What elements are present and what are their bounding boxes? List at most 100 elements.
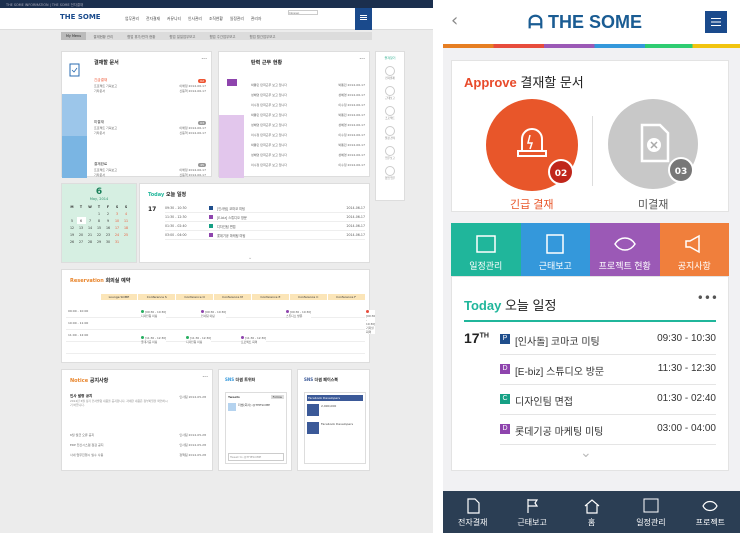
urgent-approval-button[interactable]: 02 xyxy=(486,99,578,191)
tab-item[interactable]: My Menu xyxy=(61,32,87,40)
list-item[interactable]: 기타문서 신동혁 2014-06-17 xyxy=(94,130,206,135)
calendar-day-cell[interactable]: 13 xyxy=(78,225,84,230)
nav-item[interactable]: 업무관리 xyxy=(125,16,139,21)
list-item[interactable]: 이수정 탄력근무 보고 입니다 이수정 2014-06-17 xyxy=(251,160,365,170)
more-icon[interactable]: ••• xyxy=(696,291,718,305)
calendar-day-cell[interactable]: 5 xyxy=(70,218,74,223)
twitter-widget[interactable]: Tweets Follow 더썸(회사) @THESOME Tweet to @T… xyxy=(225,392,287,464)
calendar-day-cell[interactable]: 21 xyxy=(87,232,93,237)
pending-approval-button[interactable]: 03 xyxy=(608,99,698,189)
tweet-input[interactable]: Tweet to @THESOME xyxy=(228,453,284,461)
list-item[interactable]: 이수정 탄력근무 보고 입니다 이수정 2014-06-17 xyxy=(251,100,365,110)
schedule-row[interactable]: D [E-biz] 스튜디오 방문 11:30 - 12:30 xyxy=(500,355,716,385)
nav-item[interactable]: 커뮤니티 xyxy=(166,16,181,21)
calendar-day-cell[interactable]: 7 xyxy=(88,218,92,223)
calendar-day-cell[interactable]: 12 xyxy=(69,225,75,230)
list-item[interactable]: 박통민 탄력근무 보고 입니다 박통민 2014-06-17 xyxy=(251,110,365,120)
approval-group[interactable]: 미결재 03 프로젝트 기획보고 이해정 2014-06-17 기타문서 신동혁 2014… xyxy=(94,120,206,162)
calendar-day-cell[interactable]: 11 xyxy=(123,218,129,223)
reservation-event[interactable]: [11:30 - 12:30] 디자인팀 미팅 xyxy=(186,336,212,344)
tab-item[interactable]: 협업 일일업무보고 xyxy=(169,34,196,39)
list-item[interactable]: 성혜영 탄력근무 보고 입니다 성혜영 2014-06-17 xyxy=(251,120,365,130)
calendar-day-cell[interactable]: 31 xyxy=(114,239,120,244)
nav-item[interactable]: 조직현황 xyxy=(208,16,223,21)
calendar-day-cell[interactable]: 18 xyxy=(123,225,129,230)
calendar-day-cell[interactable]: 19 xyxy=(69,232,75,237)
menu-button[interactable] xyxy=(705,11,727,33)
facebook-widget[interactable]: Facebook Developers 2,990,000 Facebook D… xyxy=(304,392,366,464)
quick-menu-item[interactable]: 일정 관리 xyxy=(376,126,404,140)
quick-menu-item[interactable]: 업무보고 xyxy=(376,146,404,160)
schedule-row[interactable]: 01:30 - 02:40 디자인팀 면접 2014-06-17 xyxy=(165,222,365,231)
calendar-day-cell[interactable]: 8 xyxy=(97,218,101,223)
list-item[interactable]: 프로젝트 기획보고 이해정 2014-06-17 xyxy=(94,83,206,88)
nav-item[interactable]: 인사관리 xyxy=(187,16,202,21)
nav-item[interactable]: 전자결재 xyxy=(145,16,160,21)
calendar-day-cell[interactable]: 10 xyxy=(114,218,120,223)
more-icon[interactable]: ··· xyxy=(202,374,208,381)
calendar-day-cell[interactable]: 2 xyxy=(106,211,110,216)
schedule-row[interactable]: 09:30 - 10:30 [인사팀] 코마코 미팅 2014-06-17 xyxy=(165,204,365,213)
calendar-day-cell[interactable]: 22 xyxy=(96,232,102,237)
chevron-down-icon[interactable]: ⌄ xyxy=(248,255,253,261)
calendar-day-cell[interactable]: 24 xyxy=(114,232,120,237)
schedule-row[interactable]: 11:30 - 12:30 [E-biz] 스튜디오 방문 2014-06-17 xyxy=(165,213,365,222)
schedule-row[interactable]: P [인사돌] 코마코 미팅 09:30 - 10:30 xyxy=(500,325,716,355)
bottom-nav-item[interactable]: 전자결재 xyxy=(443,491,502,533)
list-item[interactable]: 기타문서 신동혁 2014-06-17 xyxy=(94,172,206,177)
nav-item[interactable]: 관리자 xyxy=(250,16,262,21)
schedule-row[interactable]: C 디자인팀 면접 01:30 - 02:40 xyxy=(500,385,716,415)
reservation-event[interactable]: [09:30 - 10:30] 인사팀 미팅 xyxy=(201,310,227,318)
list-item[interactable]: 이수정 탄력근무 보고 입니다 이수정 2014-06-17 xyxy=(251,130,365,140)
follow-button[interactable]: Follow xyxy=(270,395,284,399)
tab-item[interactable]: 결재현황 관리 xyxy=(93,34,114,39)
tile-button[interactable]: 프로젝트 현황 xyxy=(590,223,660,276)
schedule-row[interactable]: 03:00 - 04:00 롯데기공 마케팅 미팅 2014-06-17 xyxy=(165,231,365,240)
nav-item[interactable]: 일정관리 xyxy=(229,16,244,21)
calendar-day-cell[interactable]: 23 xyxy=(105,232,111,237)
bottom-nav-item[interactable]: 프로젝트 xyxy=(681,491,740,533)
list-item[interactable]: 성혜영 탄력근무 보고 입니다 성혜영 2014-06-17 xyxy=(251,90,365,100)
approval-group[interactable]: 결재완료 45 프로젝트 기획보고 이해정 2014-06-17 기타문서 신동혁 201… xyxy=(94,162,206,204)
more-icon[interactable]: ··· xyxy=(201,56,207,63)
reservation-event[interactable]: [11:30 - 12:30] 롯데기공 미팅 xyxy=(141,336,167,344)
quick-menu-item[interactable]: 전자결재 xyxy=(376,66,404,80)
notice-headline-row[interactable]: 인사 발령 공지 인사팀 2014-05-28 2014년 6월 정기 인사발령 … xyxy=(70,394,206,407)
search-input[interactable] xyxy=(288,10,318,15)
calendar-day-cell[interactable]: 26 xyxy=(69,239,75,244)
calendar-day-cell[interactable]: 28 xyxy=(87,239,93,244)
logo[interactable]: THE SOME xyxy=(60,13,101,21)
reservation-event[interactable]: [09:30 - 10:30] 디자인팀 미팅 xyxy=(141,310,167,318)
chevron-down-icon[interactable]: ⌄ xyxy=(580,445,592,461)
calendar-day-cell[interactable]: 6 xyxy=(76,217,86,224)
list-item[interactable]: 박통민 탄력근무 보고 입니다 박통민 2014-06-17 xyxy=(251,80,365,90)
calendar-day-cell[interactable]: 27 xyxy=(78,239,84,244)
quick-menu-item[interactable]: 프로젝트 xyxy=(376,106,404,120)
tile-button[interactable]: 일정관리 xyxy=(451,223,521,276)
reservation-event[interactable]: [09:30 - 10:30] 기획실 회의 xyxy=(366,310,376,334)
quick-menu-item[interactable]: 협업 업무 xyxy=(376,166,404,180)
calendar-day-cell[interactable]: 15 xyxy=(96,225,102,230)
tab-item[interactable]: 협업 월간업무보고 xyxy=(249,34,276,39)
list-item[interactable]: 6월 월급 오류 공지 인사팀 2014-05-28 xyxy=(70,430,206,440)
mobile-logo[interactable]: ᗩ THE SOME xyxy=(528,12,642,33)
calendar-day-cell[interactable]: 14 xyxy=(87,225,93,230)
list-item[interactable]: ERP 전산시스템 점검 공지 인사팀 2014-05-28 xyxy=(70,440,206,450)
reservation-event[interactable]: [11:30 - 12:30] 프로젝트 회의 xyxy=(241,336,267,344)
back-arrow-icon[interactable]: ‹ xyxy=(451,10,459,31)
list-item[interactable]: 사내 업무진행시 필수 사용 정책팀 2014-05-28 xyxy=(70,450,206,460)
schedule-row[interactable]: D 롯데기공 마케팅 미팅 03:00 - 04:00 xyxy=(500,415,716,445)
calendar-day-cell[interactable]: 29 xyxy=(96,239,102,244)
calendar-day-cell[interactable]: 25 xyxy=(123,232,129,237)
quick-menu-item[interactable]: 근태보고 xyxy=(376,86,404,100)
approval-group[interactable]: 긴급결재 02 프로젝트 기획보고 이해정 2014-06-17 기타문서 신동혁 201… xyxy=(94,78,206,120)
list-item[interactable]: 프로젝트 기획보고 이해정 2014-06-17 xyxy=(94,167,206,172)
more-icon[interactable]: ··· xyxy=(359,56,365,63)
calendar-day-cell[interactable]: 4 xyxy=(124,211,128,216)
bottom-nav-item[interactable]: 홈 xyxy=(562,491,621,533)
list-item[interactable]: 기타문서 신동혁 2014-06-17 xyxy=(94,88,206,93)
calendar-day-cell[interactable]: 9 xyxy=(106,218,110,223)
bottom-nav-item[interactable]: 일정관리 xyxy=(621,491,680,533)
calendar-day-cell[interactable]: 3 xyxy=(115,211,119,216)
list-item[interactable]: 성혜영 탄력근무 보고 입니다 성혜영 2014-06-17 xyxy=(251,150,365,160)
